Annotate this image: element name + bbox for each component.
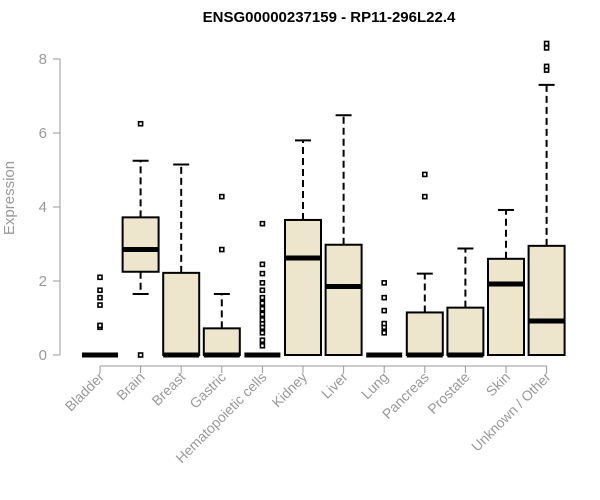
box xyxy=(324,243,363,357)
box-group-brain xyxy=(121,120,160,358)
box-group-gastric xyxy=(202,193,241,358)
outlier-point xyxy=(421,171,428,178)
outlier-point xyxy=(97,322,103,329)
box-group-skin xyxy=(487,208,525,356)
outlier-point xyxy=(97,274,103,281)
outlier-point xyxy=(219,246,225,253)
y-tick-label: 6 xyxy=(39,125,47,142)
box xyxy=(284,218,322,356)
outlier-point xyxy=(97,294,103,301)
box xyxy=(405,311,444,357)
y-axis-label: Expression xyxy=(1,161,18,235)
x-tick-label: Kidney xyxy=(269,369,311,411)
box-group-prostate xyxy=(446,247,485,358)
outlier-point xyxy=(259,342,266,349)
outlier-point xyxy=(259,329,266,336)
outlier-point xyxy=(259,311,266,318)
box xyxy=(446,306,485,357)
box xyxy=(121,216,160,273)
x-tick-label: Liver xyxy=(318,369,351,402)
chart-title: ENSG00000237159 - RP11-296L22.4 xyxy=(203,9,456,26)
box-group-lung xyxy=(366,280,403,358)
outlier-point xyxy=(421,193,428,200)
outlier-point xyxy=(137,120,144,127)
x-tick-label: Breast xyxy=(148,369,188,409)
outlier-point xyxy=(381,294,388,301)
outlier-point xyxy=(259,294,266,301)
outlier-point xyxy=(381,280,388,286)
box xyxy=(202,327,241,356)
x-tick-label: Brain xyxy=(113,369,147,403)
outlier-point xyxy=(259,337,266,344)
outlier-point xyxy=(381,329,388,336)
y-tick-label: 0 xyxy=(39,347,47,364)
outlier-point xyxy=(259,317,266,323)
box-group-hematopoietic-cells xyxy=(244,220,281,358)
outlier-point xyxy=(381,307,388,314)
x-tick-label: Prostate xyxy=(424,369,472,417)
box-group-unknown-other xyxy=(527,40,566,357)
outlier-point xyxy=(259,287,266,294)
box-group-bladder xyxy=(82,274,118,358)
y-tick-label: 4 xyxy=(39,199,47,216)
box-group-pancreas xyxy=(405,171,444,358)
x-tick-label: Lung xyxy=(358,369,391,402)
x-tick-label: Skin xyxy=(483,369,514,400)
outlier-point xyxy=(543,45,550,51)
outlier-point xyxy=(137,352,144,358)
y-tick-label: 8 xyxy=(39,51,47,68)
box xyxy=(527,244,566,357)
y-tick-label: 2 xyxy=(39,273,47,290)
outlier-point xyxy=(543,40,550,47)
outlier-point xyxy=(259,280,266,286)
outlier-point xyxy=(381,320,388,327)
box xyxy=(487,257,525,356)
plot-area xyxy=(82,40,566,358)
y-axis: 0 2 4 6 8 xyxy=(39,51,61,364)
outlier-point xyxy=(259,261,266,268)
outlier-point xyxy=(259,305,266,312)
x-tick-label: Bladder xyxy=(62,369,108,415)
outlier-point xyxy=(259,220,266,227)
box-group-breast xyxy=(162,163,201,358)
box xyxy=(162,271,201,356)
outlier-point xyxy=(259,270,266,277)
box-group-liver xyxy=(324,114,363,357)
outlier-point xyxy=(97,302,103,308)
outlier-point xyxy=(259,300,266,307)
outlier-point xyxy=(97,287,103,294)
outlier-point xyxy=(219,193,225,200)
outlier-point xyxy=(543,63,550,70)
box-group-kidney xyxy=(284,139,322,356)
